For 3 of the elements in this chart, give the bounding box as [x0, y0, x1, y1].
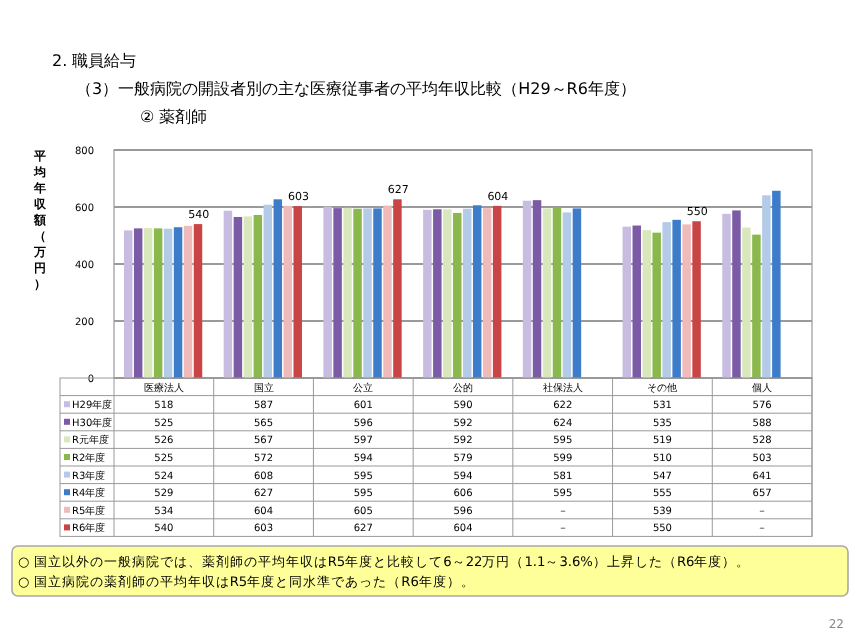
text: ② 薬剤師	[140, 108, 208, 126]
chart-subtitle: （3）一般病院の開設者別の主な医療従事者の平均年収比較（H29～R6年度）	[76, 80, 636, 98]
chart-title: 2. 職員給与	[52, 52, 137, 70]
